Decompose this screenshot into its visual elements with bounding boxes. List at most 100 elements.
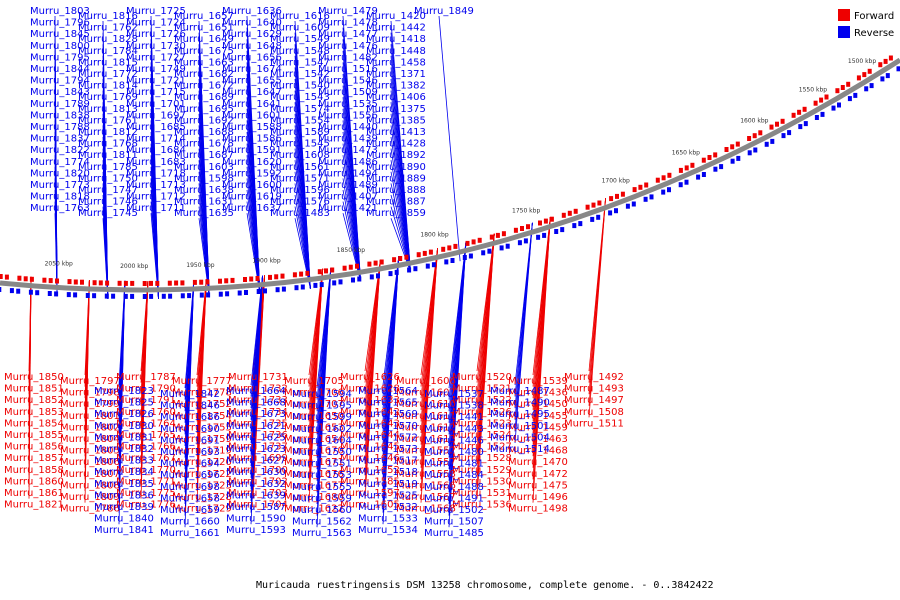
forward-gene-label: Murru_1752 — [172, 399, 232, 410]
reverse-feature — [608, 210, 613, 216]
reverse-feature — [560, 227, 565, 233]
reverse-gene-label: Murru_1715 — [126, 87, 186, 98]
reverse-gene-label: Murru_1448 — [366, 46, 426, 57]
reverse-feature — [357, 276, 362, 282]
reverse-gene-label: Murru_1641 — [222, 99, 282, 110]
reverse-feature — [770, 138, 775, 144]
reverse-gene-label: Murru_1495 — [490, 409, 550, 420]
forward-feature — [29, 276, 34, 282]
forward-feature — [802, 106, 807, 112]
reverse-feature — [701, 172, 706, 177]
forward-gene-label: Murru_1700 — [228, 465, 288, 476]
reverse-gene-label: Murru_1547 — [270, 57, 330, 68]
reverse-gene-label: Murru_1714 — [126, 134, 186, 145]
reverse-gene-label: Murru_1724 — [126, 18, 186, 29]
forward-feature — [655, 177, 660, 183]
reverse-feature — [281, 286, 286, 292]
forward-gene-label: Murru_1777 — [172, 376, 232, 387]
forward-feature — [644, 182, 649, 188]
forward-gene-label: Murru_1652 — [340, 465, 400, 476]
forward-gene-label: Murru_1861 — [4, 488, 64, 499]
reverse-gene-label: Murru_1712 — [126, 192, 186, 203]
reverse-gene-label: Murru_1519 — [358, 479, 418, 490]
forward-feature — [23, 276, 28, 282]
forward-gene-label: Murru_1798 — [60, 388, 120, 399]
reverse-feature — [104, 293, 109, 299]
forward-feature — [520, 226, 524, 231]
reverse-gene-label: Murru_1482 — [318, 52, 378, 63]
reverse-gene-label: Murru_1549 — [270, 34, 330, 45]
forward-gene-label: Murru_1799 — [60, 399, 120, 410]
tick-label: 1700 kbp — [602, 178, 630, 185]
reverse-gene-label: Murru_1518 — [358, 467, 418, 478]
reverse-gene-label: Murru_1849 — [414, 6, 474, 17]
reverse-gene-label: Murru_1661 — [160, 528, 220, 539]
forward-gene-label: Murru_1851 — [4, 384, 64, 395]
reverse-gene-label: Murru_1421 — [318, 203, 378, 214]
reverse-feature — [376, 273, 380, 279]
forward-feature — [330, 267, 335, 273]
forward-feature — [538, 220, 542, 226]
forward-feature — [324, 268, 328, 274]
forward-gene-label: Murru_1607 — [396, 388, 456, 399]
forward-gene-label: Murru_1622 — [284, 504, 344, 515]
tick-label: 1600 kbp — [740, 117, 768, 124]
reverse-feature — [294, 285, 299, 291]
reverse-gene-label: Murru_1627 — [226, 456, 286, 467]
reverse-gene-label: Murru_1586 — [222, 134, 282, 145]
reverse-gene-label: Murru_1620 — [222, 157, 282, 168]
forward-gene-label: Murru_1644 — [340, 430, 400, 441]
reverse-gene-label: Murru_1572 — [358, 432, 418, 443]
reverse-gene-label: Murru_1812 — [78, 127, 138, 138]
reverse-gene-label: Murru_1697 — [126, 110, 186, 121]
reverse-feature — [696, 174, 701, 180]
reverse-gene-label: Murru_1630 — [226, 467, 286, 478]
reverse-feature — [0, 287, 2, 292]
tick-label: 1550 kbp — [799, 86, 827, 93]
reverse-gene-label: Murru_1840 — [94, 514, 154, 525]
reverse-feature — [431, 262, 436, 268]
forward-feature — [230, 277, 235, 283]
reverse-gene-label: Murru_1601 — [222, 110, 282, 121]
reverse-gene-label: Murru_1591 — [222, 145, 282, 156]
reverse-gene-label: Murru_1746 — [78, 197, 138, 208]
reverse-gene-label: Murru_1832 — [94, 444, 154, 455]
reverse-gene-label: Murru_1836 — [94, 490, 154, 501]
reverse-gene-label: Murru_1594 — [292, 389, 352, 400]
reverse-feature — [319, 282, 324, 288]
forward-feature — [67, 279, 72, 285]
reverse-connector-line — [250, 275, 263, 525]
reverse-gene-label: Murru_1592 — [222, 168, 282, 179]
legend-reverse-label: Reverse — [854, 28, 894, 39]
reverse-feature — [351, 277, 355, 283]
reverse-gene-label: Murru_1830 — [94, 421, 154, 432]
reverse-gene-label: Murru_1621 — [226, 421, 286, 432]
forward-feature — [690, 162, 695, 168]
tick-label: 1800 kbp — [420, 231, 448, 238]
forward-gene-label: Murru_1530 — [452, 476, 512, 487]
forward-feature — [342, 265, 347, 271]
forward-connector-line — [476, 233, 495, 499]
forward-feature — [155, 280, 160, 286]
forward-gene-label: Murru_1734 — [228, 407, 288, 418]
forward-gene-label: Murru_1699 — [228, 453, 288, 464]
reverse-gene-label: Murru_1831 — [94, 432, 154, 443]
reverse-feature — [713, 166, 718, 172]
forward-gene-label: Murru_1552 — [396, 446, 456, 457]
forward-gene-label: Murru_1805 — [60, 446, 120, 457]
reverse-gene-label: Murru_1587 — [226, 502, 286, 513]
forward-gene-label: Murru_1737 — [228, 442, 288, 453]
forward-feature — [638, 184, 643, 190]
reverse-feature — [237, 290, 242, 296]
reverse-gene-label: Murru_1835 — [94, 479, 154, 490]
reverse-gene-label: Murru_1440 — [318, 122, 378, 133]
reverse-gene-label: Murru_1602 — [292, 424, 352, 435]
reverse-feature — [9, 288, 14, 294]
reverse-feature — [462, 255, 467, 260]
forward-gene-label: Murru_1728 — [172, 492, 232, 503]
forward-feature — [567, 210, 572, 216]
reverse-feature — [206, 292, 211, 298]
forward-gene-label: Murru_1524 — [452, 430, 512, 441]
forward-feature — [441, 246, 446, 252]
forward-gene-label: Murru_1775 — [116, 488, 176, 499]
